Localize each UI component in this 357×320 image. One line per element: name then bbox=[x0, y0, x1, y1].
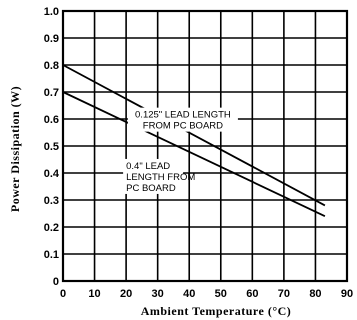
x-tick-label: 10 bbox=[88, 288, 100, 300]
y-tick-label: 1.0 bbox=[44, 6, 59, 18]
x-tick-label: 20 bbox=[120, 288, 132, 300]
y-tick-label: 0.1 bbox=[44, 249, 59, 261]
series-line bbox=[62, 64, 326, 207]
x-tick-label: 60 bbox=[246, 288, 258, 300]
y-tick-label: 0.4 bbox=[44, 168, 60, 180]
x-axis-title: Ambient Temperature (°C) bbox=[141, 304, 292, 318]
annotation-line: LENGTH FROM bbox=[126, 172, 195, 183]
annotation-background bbox=[127, 107, 238, 132]
plot-border bbox=[61, 9, 349, 283]
tick-labels: 0 10 20 30 40 50 60 70 80 90 0 0.1 0.2 0.3 0.4 0.5 0.6 0.… bbox=[44, 6, 353, 300]
x-tick-label: 0 bbox=[60, 288, 66, 300]
y-tick-label: 0.6 bbox=[44, 114, 59, 126]
annotation-line: FROM PC BOARD bbox=[143, 121, 223, 132]
plot-frame bbox=[61, 9, 349, 283]
y-tick-label: 0.3 bbox=[44, 195, 59, 207]
annotation-line: 0.4" LEAD bbox=[126, 161, 170, 172]
x-tick-label: 40 bbox=[183, 288, 195, 300]
x-tick-label: 80 bbox=[309, 288, 321, 300]
y-tick-label: 0.7 bbox=[44, 87, 59, 99]
y-tick-label: 0.2 bbox=[44, 222, 59, 234]
annotation-line: 0.125" LEAD LENGTH bbox=[135, 110, 231, 121]
annotation-line: PC BOARD bbox=[126, 183, 176, 194]
y-tick-label: 0.8 bbox=[44, 60, 59, 72]
y-tick-label: 0.5 bbox=[44, 141, 59, 153]
annotation-background bbox=[123, 158, 184, 194]
y-axis-title: Power Dissipation (W) bbox=[8, 86, 22, 212]
x-tick-label: 50 bbox=[215, 288, 227, 300]
y-tick-label: 0.9 bbox=[44, 33, 59, 45]
x-tick-label: 30 bbox=[152, 288, 164, 300]
grid-lines bbox=[62, 10, 348, 282]
x-tick-label: 70 bbox=[278, 288, 290, 300]
x-tick-label: 90 bbox=[341, 288, 353, 300]
y-tick-label: 0 bbox=[53, 276, 59, 288]
series-line bbox=[62, 91, 326, 218]
series-lines bbox=[62, 64, 326, 218]
